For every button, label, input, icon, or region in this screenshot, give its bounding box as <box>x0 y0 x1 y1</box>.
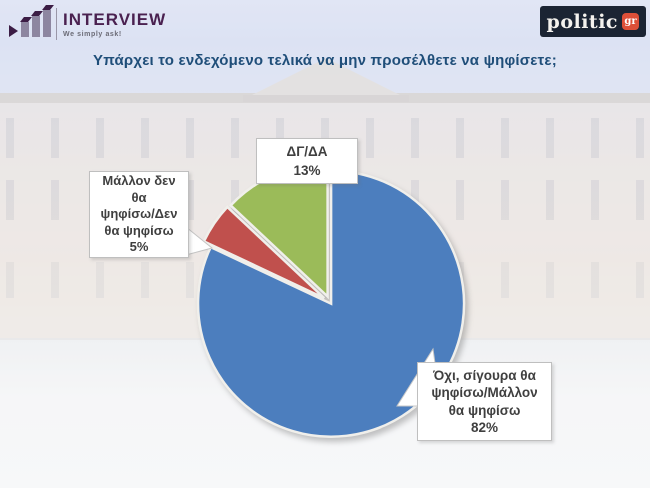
building-pediment-base <box>243 95 409 102</box>
arrow-icon <box>9 25 18 37</box>
label-yes-vote: Όχι, σίγουρα θα ψηφίσω/Μάλλον θα ψηφίσω … <box>417 362 552 441</box>
pie-slice-0 <box>196 169 466 438</box>
label-dgda: ΔΓ/ΔΑ 13% <box>256 138 358 184</box>
chart-title: Υπάρχει το ενδεχόμενο τελικά να μην προσ… <box>93 52 557 69</box>
building-pediment <box>252 58 400 95</box>
politic-logo: politic gr <box>539 6 646 37</box>
label-no-vote: Μάλλον δεν θα ψηφίσω/Δεν θα ψηφίσω 5% <box>89 171 189 258</box>
bar-chart-icon <box>8 4 54 44</box>
politic-logo-name: politic <box>546 10 618 33</box>
interview-logo-name: INTERVIEW <box>63 9 167 29</box>
interview-logo-tagline: We simply ask! <box>63 30 122 38</box>
interview-logo: INTERVIEW We simply ask! <box>8 3 166 45</box>
politic-gr-badge: gr <box>622 13 639 30</box>
logo-divider <box>56 8 57 40</box>
